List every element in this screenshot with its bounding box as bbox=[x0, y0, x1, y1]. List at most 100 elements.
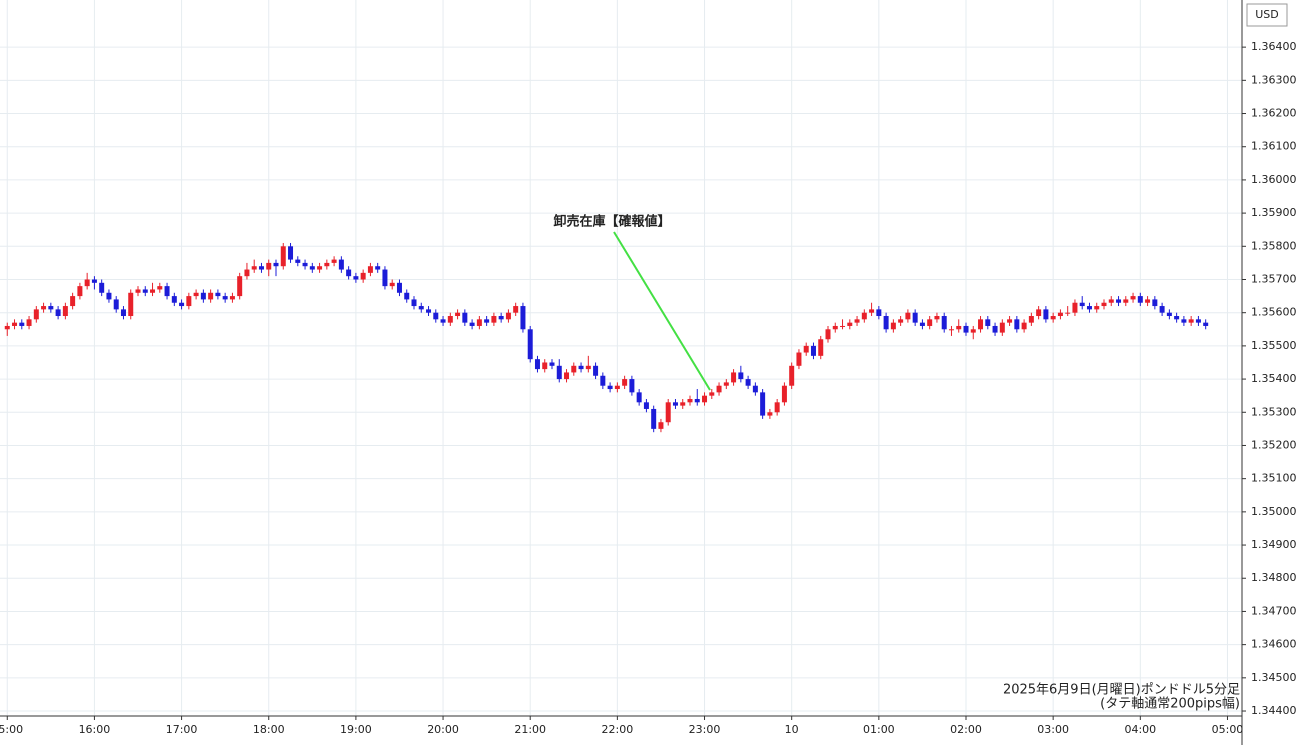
y-tick-label: 1.35600 bbox=[1251, 306, 1297, 319]
candle-body bbox=[404, 292, 410, 300]
candle-body bbox=[186, 296, 192, 307]
candle-body bbox=[978, 319, 984, 330]
candle-body bbox=[571, 365, 577, 373]
currency-label: USD bbox=[1255, 8, 1279, 21]
candle-body bbox=[55, 309, 61, 317]
y-tick-label: 1.34500 bbox=[1251, 671, 1297, 684]
candle-body bbox=[258, 266, 264, 270]
x-tick-label: 04:00 bbox=[1124, 723, 1156, 736]
y-tick-label: 1.35500 bbox=[1251, 339, 1297, 352]
candle-body bbox=[774, 402, 780, 413]
y-tick-label: 1.35300 bbox=[1251, 405, 1297, 418]
candle-body bbox=[389, 282, 395, 287]
candle-body bbox=[222, 296, 228, 300]
candle-body bbox=[520, 306, 526, 330]
candle-body bbox=[295, 259, 301, 263]
candle-body bbox=[527, 329, 533, 360]
candle-body bbox=[745, 379, 751, 386]
candle-body bbox=[832, 325, 838, 330]
y-tick-label: 1.34700 bbox=[1251, 604, 1297, 617]
candle-body bbox=[171, 296, 177, 303]
candle-body bbox=[687, 398, 693, 403]
candle-body bbox=[970, 329, 976, 333]
candle-body bbox=[1174, 316, 1180, 320]
candle-body bbox=[338, 259, 344, 270]
candle-body bbox=[680, 402, 686, 406]
candle-body bbox=[825, 329, 831, 340]
candle-body bbox=[767, 412, 773, 416]
candle-body bbox=[433, 312, 439, 320]
candle-body bbox=[1014, 319, 1020, 330]
candle-body bbox=[542, 362, 548, 370]
candle-body bbox=[1021, 322, 1027, 330]
candle-body bbox=[1007, 319, 1013, 323]
candle-body bbox=[840, 325, 846, 327]
candle-body bbox=[309, 266, 315, 270]
candle-body bbox=[505, 312, 511, 320]
candle-body bbox=[1130, 296, 1136, 300]
candle-body bbox=[1101, 302, 1107, 307]
candle-body bbox=[135, 289, 141, 293]
candle-body bbox=[600, 375, 606, 386]
candle-body bbox=[302, 262, 308, 267]
candle-body bbox=[796, 352, 802, 366]
candle-body bbox=[498, 316, 504, 320]
candle-body bbox=[1043, 309, 1049, 320]
candle-body bbox=[208, 292, 214, 300]
candle-body bbox=[847, 322, 853, 326]
candle-body bbox=[324, 262, 330, 267]
candle-body bbox=[469, 322, 475, 326]
candle-body bbox=[1159, 306, 1165, 313]
candle-body bbox=[607, 385, 613, 390]
candle-body bbox=[1036, 309, 1042, 317]
x-tick-label: 01:00 bbox=[863, 723, 895, 736]
candle-body bbox=[1094, 306, 1100, 310]
candle-body bbox=[164, 286, 170, 297]
candle-body bbox=[636, 392, 642, 403]
x-tick-label: 17:00 bbox=[166, 723, 198, 736]
candle-body bbox=[731, 372, 737, 383]
candle-body bbox=[549, 362, 555, 366]
y-tick-label: 1.35000 bbox=[1251, 505, 1297, 518]
y-tick-label: 1.34400 bbox=[1251, 704, 1297, 717]
candle-body bbox=[738, 372, 744, 380]
candle-body bbox=[752, 385, 758, 393]
candle-body bbox=[331, 259, 337, 263]
candle-body bbox=[462, 312, 468, 323]
candle-body bbox=[106, 292, 112, 300]
y-tick-label: 1.36000 bbox=[1251, 173, 1297, 186]
candle-body bbox=[382, 269, 388, 287]
x-tick-label: 22:00 bbox=[602, 723, 634, 736]
candle-body bbox=[426, 309, 432, 313]
candle-body bbox=[622, 379, 628, 386]
candle-body bbox=[643, 402, 649, 409]
candle-body bbox=[672, 402, 678, 406]
footnote: (タテ軸通常200pips幅) bbox=[1100, 697, 1240, 712]
candle-body bbox=[651, 408, 657, 429]
candle-body bbox=[956, 325, 962, 330]
x-tick-label: 23:00 bbox=[689, 723, 721, 736]
candle-body bbox=[948, 329, 954, 331]
candle-body bbox=[898, 319, 904, 323]
candle-body bbox=[484, 319, 490, 323]
candle-body bbox=[77, 286, 83, 297]
candle-body bbox=[876, 309, 882, 317]
candle-body bbox=[534, 359, 540, 370]
y-tick-label: 1.34800 bbox=[1251, 571, 1297, 584]
candle-body bbox=[1152, 299, 1158, 307]
candle-body bbox=[1065, 312, 1071, 314]
y-tick-label: 1.35400 bbox=[1251, 372, 1297, 385]
candle-body bbox=[251, 266, 257, 270]
y-tick-label: 1.36400 bbox=[1251, 40, 1297, 53]
candle-body bbox=[905, 312, 911, 320]
candle-body bbox=[578, 365, 584, 370]
x-tick-label: 03:00 bbox=[1037, 723, 1069, 736]
candle-body bbox=[193, 292, 199, 297]
candle-body bbox=[19, 322, 25, 326]
candle-body bbox=[818, 339, 824, 356]
candle-body bbox=[658, 422, 664, 429]
candle-body bbox=[476, 319, 482, 326]
candle-body bbox=[1137, 296, 1143, 303]
candle-body bbox=[62, 306, 68, 317]
candle-body bbox=[33, 309, 39, 320]
